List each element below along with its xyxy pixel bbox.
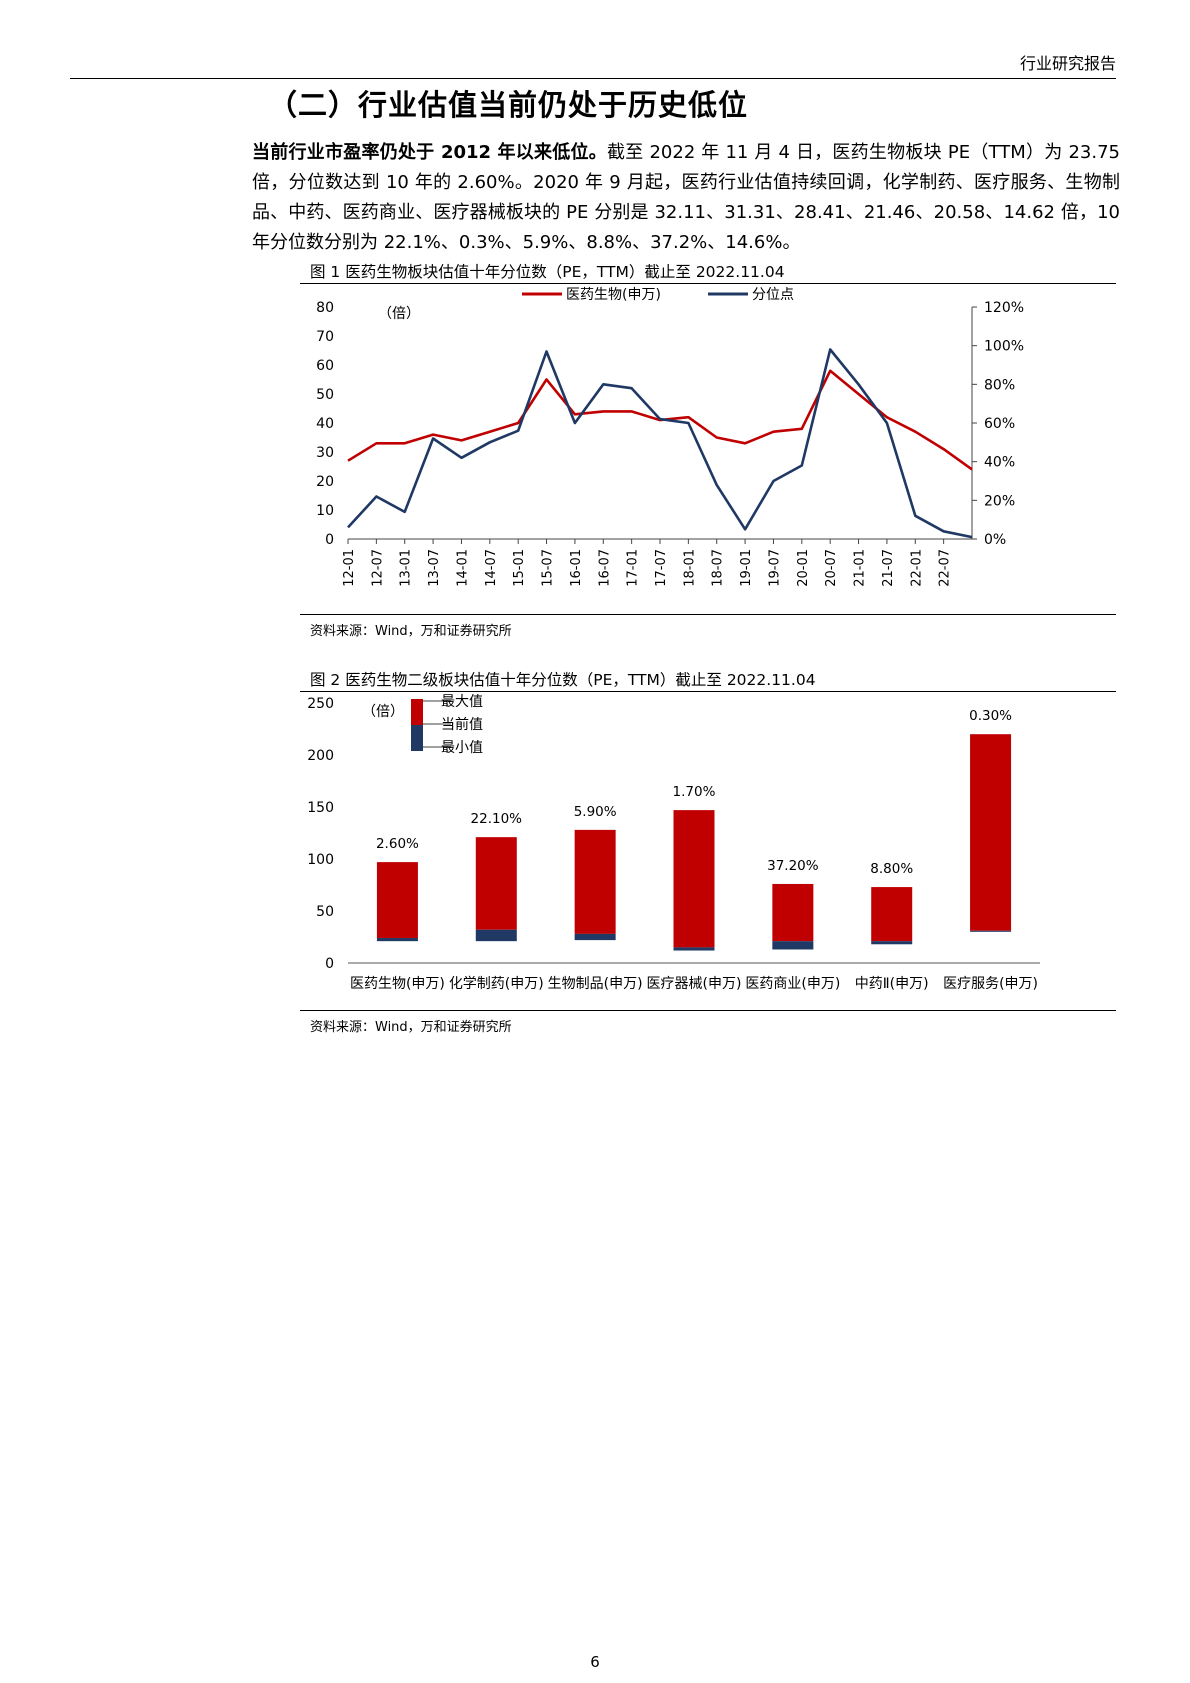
- bar-max-segment: [772, 883, 814, 942]
- bar-max-segment: [673, 810, 715, 948]
- series-line-percentile: [347, 348, 973, 539]
- bar-percentile-label: 2.60%: [376, 836, 419, 852]
- y-right-tick-label: 80%: [984, 377, 1015, 393]
- figure2-bottom-rule: [300, 1010, 1116, 1011]
- x-tick-label: 17-07: [654, 549, 669, 587]
- y-left-tick-label: 40: [316, 416, 334, 432]
- y-left-tick-label: 30: [316, 445, 334, 461]
- category-label: 医药生物(申万): [350, 976, 445, 992]
- bar-max-segment: [574, 829, 616, 934]
- bar-max-segment: [970, 734, 1012, 931]
- bar-current-segment: [673, 947, 715, 951]
- category-label: 生物制品(申万): [548, 976, 643, 992]
- page-number: 6: [590, 1653, 600, 1671]
- body-paragraph: 当前行业市盈率仍处于 2012 年以来低位。截至 2022 年 11 月 4 日…: [252, 138, 1120, 258]
- x-tick-label: 13-01: [399, 549, 414, 587]
- header-rule: [70, 78, 1116, 79]
- bar-current-segment: [970, 930, 1012, 932]
- figure1-bottom-rule: [300, 614, 1116, 615]
- x-tick-label: 22-01: [909, 549, 924, 587]
- figure1-source: 资料来源：Wind，万和证券研究所: [310, 624, 512, 639]
- legend-label: 最大值: [441, 694, 483, 710]
- y-right-tick-label: 120%: [984, 300, 1024, 316]
- category-label: 医疗服务(申万): [943, 976, 1038, 992]
- x-tick-label: 20-01: [796, 549, 811, 587]
- y-right-tick-label: 60%: [984, 416, 1015, 432]
- category-label: 医疗器械(申万): [647, 976, 742, 992]
- paragraph-body: 截至 2022 年 11 月 4 日，医药生物板块 PE（TTM）为 23.75…: [252, 142, 1120, 253]
- y-tick-label: 50: [316, 904, 334, 920]
- y-left-tick-label: 50: [316, 387, 334, 403]
- bar-current-segment: [376, 938, 418, 942]
- x-tick-label: 20-07: [824, 549, 839, 587]
- bar-percentile-label: 5.90%: [574, 804, 617, 820]
- x-tick-label: 21-01: [853, 549, 868, 587]
- legend-max-swatch: [411, 699, 423, 725]
- y-tick-label: 200: [307, 748, 334, 764]
- bar-current-segment: [574, 933, 616, 941]
- y-left-tick-label: 0: [325, 532, 334, 548]
- y-right-tick-label: 0%: [984, 532, 1006, 548]
- x-tick-label: 16-07: [597, 549, 612, 587]
- section-title: （二）行业估值当前仍处于历史低位: [268, 88, 749, 122]
- category-label: 中药Ⅱ(申万): [855, 976, 929, 992]
- y-right-tick-label: 20%: [984, 493, 1015, 509]
- figure2-source: 资料来源：Wind，万和证券研究所: [310, 1020, 512, 1035]
- figure1-top-rule: [300, 283, 1116, 284]
- y-tick-label: 0: [325, 956, 334, 972]
- figure1-caption: 图 1 医药生物板块估值十年分位数（PE，TTM）截止至 2022.11.04: [310, 263, 785, 281]
- y-tick-label: 150: [307, 800, 334, 816]
- figure2-caption: 图 2 医药生物二级板块估值十年分位数（PE，TTM）截止至 2022.11.0…: [310, 671, 816, 689]
- y-tick-label: 250: [307, 696, 334, 712]
- legend-current-swatch: [411, 725, 423, 751]
- legend-label: 当前值: [441, 716, 483, 733]
- bar-current-segment: [772, 941, 814, 950]
- bar-max-segment: [475, 837, 517, 930]
- y-left-tick-label: 60: [316, 358, 334, 374]
- bar-max-segment: [376, 862, 418, 939]
- paragraph-lead: 当前行业市盈率仍处于 2012 年以来低位。: [252, 142, 608, 163]
- legend-label: 最小值: [441, 740, 483, 756]
- y-right-tick-label: 40%: [984, 455, 1015, 471]
- y-left-tick-label: 80: [316, 300, 334, 316]
- x-tick-label: 17-01: [626, 549, 641, 587]
- y-right-tick-label: 100%: [984, 339, 1024, 355]
- bar-percentile-label: 37.20%: [767, 858, 819, 874]
- x-tick-label: 22-07: [938, 549, 953, 587]
- bar-percentile-label: 22.10%: [471, 811, 523, 827]
- legend-label: 分位点: [752, 287, 794, 303]
- x-tick-label: 21-07: [881, 549, 896, 587]
- bar-current-segment: [871, 941, 913, 945]
- x-tick-label: 15-01: [512, 549, 527, 587]
- bar-percentile-label: 8.80%: [870, 861, 913, 877]
- x-tick-label: 19-01: [739, 549, 754, 587]
- category-label: 医药商业(申万): [745, 976, 840, 992]
- bar-percentile-label: 0.30%: [969, 708, 1012, 724]
- x-tick-label: 12-01: [342, 549, 357, 587]
- figure2-bar-chart: 0 50 100 150 200 250 （倍） 2.60% 医药生物(申万) 22.10% 化学制…: [307, 694, 1040, 992]
- x-tick-label: 18-07: [711, 549, 726, 587]
- unit-label: （倍）: [378, 306, 420, 322]
- bar-max-segment: [871, 887, 913, 942]
- x-tick-label: 14-01: [455, 549, 470, 587]
- x-tick-label: 18-01: [682, 549, 697, 587]
- x-tick-label: 15-07: [541, 549, 556, 587]
- category-label: 化学制药(申万): [449, 976, 544, 992]
- bar-percentile-label: 1.70%: [673, 784, 716, 800]
- x-tick-label: 12-07: [370, 549, 385, 587]
- unit-label: （倍）: [362, 704, 404, 720]
- bar-current-segment: [475, 929, 517, 942]
- x-tick-label: 19-07: [767, 549, 782, 587]
- legend-label: 医药生物(申万): [566, 287, 661, 303]
- figure1-line-chart: 0 10 20 30 40 50 60 70 80 0% 20% 40% 60% 80% 100% 120% （…: [316, 287, 1024, 587]
- figure2-top-rule: [300, 691, 1116, 692]
- x-tick-label: 14-07: [484, 549, 499, 587]
- report-type-header: 行业研究报告: [1019, 54, 1116, 73]
- y-left-tick-label: 70: [316, 329, 334, 345]
- x-tick-label: 13-07: [427, 549, 442, 587]
- y-tick-label: 100: [307, 852, 334, 868]
- x-tick-label: 16-01: [569, 549, 584, 587]
- y-left-tick-label: 20: [316, 474, 334, 490]
- y-left-tick-label: 10: [316, 503, 334, 519]
